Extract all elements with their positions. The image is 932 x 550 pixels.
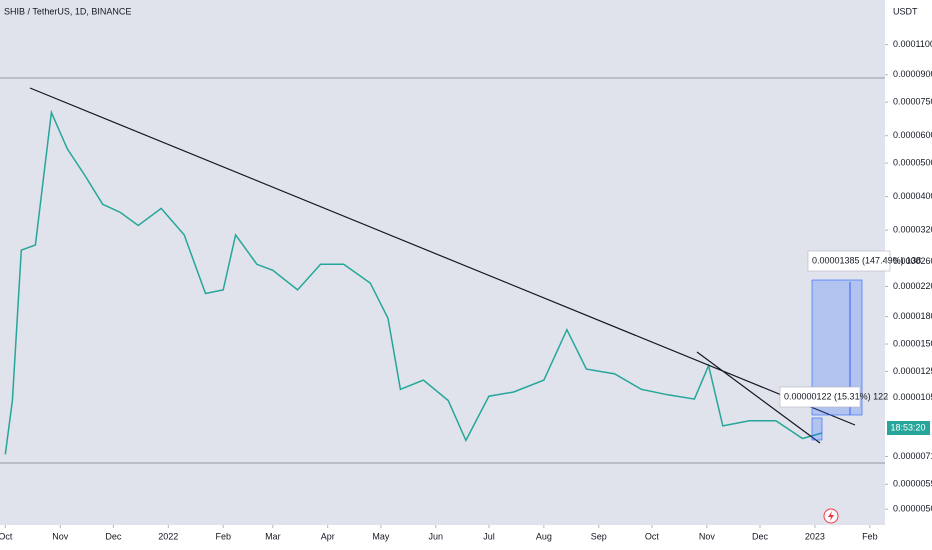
- x-tick-label: Feb: [215, 531, 231, 541]
- annotation: 0.00000122 (15.31%) 122: [784, 391, 888, 401]
- trend-line: [29, 87, 856, 426]
- x-tick-label: Mar: [265, 531, 281, 541]
- countdown-box: [887, 421, 930, 435]
- x-tick-label: Oct: [0, 531, 13, 541]
- y-tick-label: 0.00004000: [893, 191, 932, 201]
- measure-box: [811, 417, 823, 441]
- countdown: 18:53:20: [890, 422, 925, 432]
- x-tick-label: Dec: [105, 531, 122, 541]
- y-tick-label: 0.00000710: [893, 451, 932, 461]
- x-tick-label: May: [372, 531, 390, 541]
- x-tick-label: Feb: [862, 531, 878, 541]
- y-tick-label: 0.00007500: [893, 97, 932, 107]
- x-tick-label: Oct: [645, 531, 660, 541]
- y-tick-label: 0.00001250: [893, 366, 932, 376]
- annotation: 0.00001385 (147.49%) 138: [812, 255, 921, 265]
- y-tick-label: 0.00000590: [893, 479, 932, 489]
- event-icon: [828, 511, 834, 521]
- annotation-box: [807, 250, 891, 272]
- price-line: [4, 109, 823, 455]
- x-tick-label: 2022: [158, 531, 178, 541]
- y-tick-label: 0.00009000: [893, 69, 932, 79]
- x-tick-label: Nov: [699, 531, 716, 541]
- x-tick-label: Nov: [52, 531, 69, 541]
- y-tick-label: 0.00011000: [893, 39, 932, 49]
- x-tick-label: 2023: [805, 531, 825, 541]
- time-axis: [0, 525, 885, 550]
- chart-title: SHIB / TetherUS, 1D, BINANCE: [4, 6, 131, 16]
- y-tick-label: 0.00001500: [893, 338, 932, 348]
- plot-background: [0, 0, 885, 525]
- y-tick-label: 0.00001800: [893, 311, 932, 321]
- trend-line: [696, 351, 821, 444]
- y-tick-label: 0.00002200: [893, 281, 932, 291]
- y-tick-label: 0.00006000: [893, 130, 932, 140]
- y-tick-label: 0.00002600: [893, 256, 932, 266]
- x-tick-label: Apr: [321, 531, 335, 541]
- y-tick-label: 0.00005000: [893, 157, 932, 167]
- y-tick-label: 0.00001050: [893, 392, 932, 402]
- x-tick-label: Aug: [536, 531, 552, 541]
- x-tick-label: Sep: [591, 531, 607, 541]
- price-axis: [885, 0, 932, 550]
- y-tick-label: 0.00003200: [893, 225, 932, 235]
- annotation-box: [779, 386, 861, 408]
- x-tick-label: Jul: [483, 531, 495, 541]
- x-tick-label: Jun: [429, 531, 444, 541]
- y-tick-label: 0.00000500: [893, 504, 932, 514]
- y-unit: USDT: [893, 6, 918, 16]
- x-tick-label: Dec: [752, 531, 769, 541]
